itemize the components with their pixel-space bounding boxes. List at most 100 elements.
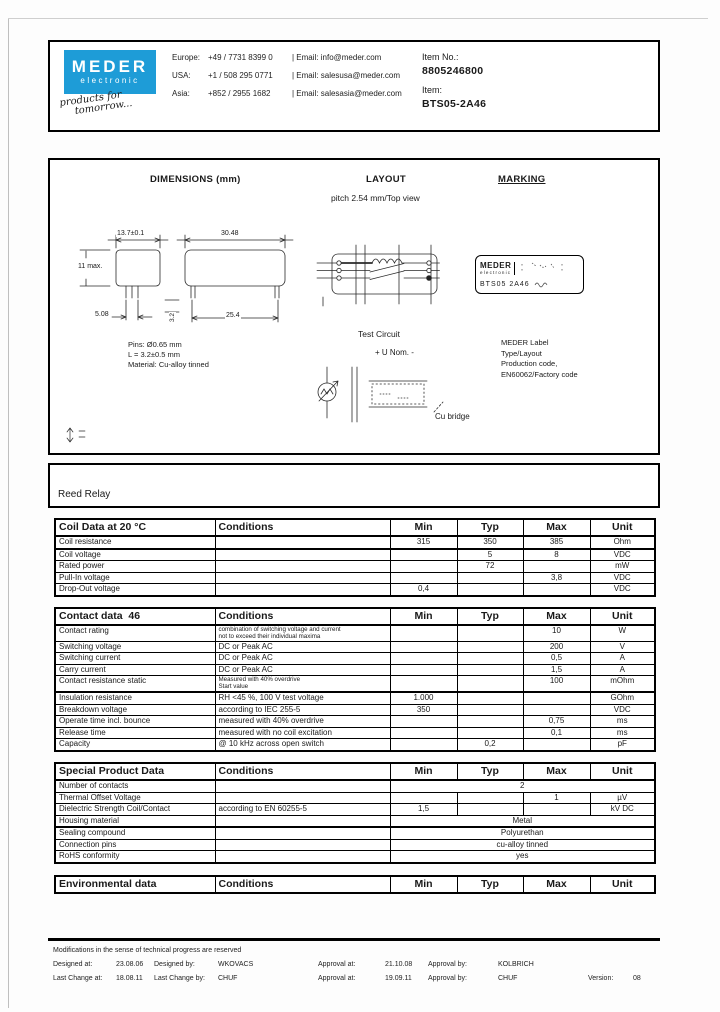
cell-typ (456, 640, 524, 654)
lastchange-by-label: Last Change by: (154, 975, 205, 982)
marking-logo-meder: MEDER (480, 260, 512, 270)
cell-max: 1 (522, 791, 591, 804)
cell-max: 8 (522, 548, 591, 561)
version-value: 08 (633, 975, 641, 982)
cell-parameter: Thermal Offset Voltage (54, 791, 216, 804)
marking-note-line: MEDER Label (501, 338, 549, 347)
cell-value-span: cu-alloy tinned (389, 838, 656, 851)
approval2-by-value: CHUF (498, 975, 518, 982)
cell-max (522, 738, 591, 752)
lastchange-at-value: 18.08.11 (116, 975, 143, 982)
contact-row-asia: Asia: +852 / 2955 1682 | Email: salesasi… (172, 89, 402, 107)
drawing-box: DIMENSIONS (mm) LAYOUT pitch 2.54 mm/Top… (48, 158, 660, 455)
cell-parameter: Capacity (54, 738, 216, 752)
item-no-label: Item No.: (422, 52, 459, 62)
handwritten-code-scribble (534, 282, 548, 288)
cell-max (522, 560, 591, 573)
contact-row-europe: Europe: +49 / 7731 8399 0 | Email: info@… (172, 53, 402, 71)
cell-conditions (214, 779, 391, 793)
col-typ: Typ (456, 518, 524, 537)
cell-conditions: Measured with 40% overdrive Start value (214, 675, 391, 694)
cell-min (389, 715, 458, 728)
header-box: MEDER electronic products for tomorrow..… (48, 40, 660, 132)
cell-unit: A (589, 652, 656, 665)
filled-pin-dot (426, 275, 432, 281)
cell-min (389, 560, 458, 573)
dim-pitch-label: 5.08 (94, 311, 110, 318)
approval2-at-value: 19.09.11 (385, 975, 412, 982)
table-title: Special Product Data (54, 762, 216, 781)
cell-unit: kV DC (589, 803, 656, 816)
lastchange-by-value: CHUF (218, 975, 238, 982)
cell-max: 100 (522, 675, 591, 694)
contact-phone: +49 / 7731 8399 0 (208, 53, 273, 62)
scan-edge-left (8, 18, 9, 1008)
cell-parameter: Switching voltage (54, 640, 216, 654)
footer-row-designed: Designed at: 23.08.06 Designed by: WKOVA… (48, 961, 688, 971)
table-row: Coil resistance 315 350 385 Ohm (54, 535, 656, 550)
cell-conditions: @ 10 kHz across open switch (214, 738, 391, 752)
table-row: Carry current DC or Peak AC 1,5 A (54, 663, 656, 677)
cell-unit: VDC (589, 583, 656, 596)
col-max: Max (522, 607, 591, 626)
cell-unit: GOhm (589, 691, 656, 705)
cell-conditions: DC or Peak AC (214, 640, 391, 654)
cell-typ (456, 703, 524, 717)
table-row: Sealing compound Polyurethan (54, 826, 656, 840)
cell-parameter: Dielectric Strength Coil/Contact (54, 803, 216, 816)
cell-typ (456, 583, 524, 596)
col-min: Min (389, 607, 458, 626)
item-label: Item: (422, 85, 443, 95)
marking-logo: MEDER electronic (480, 260, 516, 275)
footer-divider (48, 938, 660, 941)
cell-unit: VDC (589, 548, 656, 561)
cell-parameter: RoHS conformity (54, 850, 216, 863)
cell-max: 10 (522, 624, 591, 642)
cell-conditions (214, 560, 391, 573)
designed-by-value: WKOVACS (218, 961, 254, 968)
cell-unit: VDC (589, 703, 656, 717)
contact-phone: +1 / 508 295 0771 (208, 71, 273, 80)
item-block: Item No.: 8805246800 Item: BTS05-2A46 (422, 50, 486, 118)
cell-min: 1.000 (389, 691, 458, 705)
cell-min (389, 738, 458, 752)
cell-min (389, 726, 458, 740)
lastchange-at-label: Last Change at: (53, 975, 103, 982)
col-max: Max (522, 518, 591, 537)
cell-max: 385 (522, 535, 591, 550)
cell-parameter: Coil resistance (54, 535, 216, 550)
table-row: Contact rating combination of switching v… (54, 624, 656, 642)
table-title: Coil Data at 20 °C (54, 518, 216, 537)
col-max: Max (522, 875, 591, 894)
cell-min (389, 675, 458, 694)
designed-at-value: 23.08.06 (116, 961, 144, 968)
cell-value-span: Polyurethan (389, 826, 656, 840)
layout-title: LAYOUT (366, 174, 406, 185)
cell-min: 350 (389, 703, 458, 717)
col-min: Min (389, 762, 458, 781)
table-header-row: Contact data 46 Conditions Min Typ Max U… (54, 607, 656, 626)
cell-typ (456, 715, 524, 728)
table-row: Rated power 72 mW (54, 560, 656, 573)
col-typ: Typ (456, 762, 524, 781)
marking-logo-electronic: electronic (480, 269, 512, 275)
table-row: Connection pins cu-alloy tinned (54, 838, 656, 851)
cell-parameter: Contact rating (54, 624, 216, 642)
cell-typ (456, 691, 524, 705)
layout-subtitle: pitch 2.54 mm/Top view (331, 193, 420, 203)
col-unit: Unit (589, 762, 656, 781)
relay-body (368, 380, 428, 408)
cell-typ (456, 803, 524, 816)
dim-width-label: 13.7±0.1 (116, 230, 146, 237)
cell-parameter: Release time (54, 726, 216, 740)
logo-electronic-text: electronic (80, 76, 140, 85)
cell-min: 315 (389, 535, 458, 550)
cell-max: 3,8 (522, 571, 591, 584)
col-min: Min (389, 875, 458, 894)
cell-value-span: Metal (389, 814, 656, 828)
cell-min: 0,4 (389, 583, 458, 596)
dim-length-label: 30.48 (220, 230, 240, 237)
table-row: Release time measured with no coil excita… (54, 726, 656, 740)
marking-label-box: MEDER electronic BTS05 2A46 (475, 255, 584, 294)
cell-parameter: Drop-Out voltage (54, 583, 216, 596)
